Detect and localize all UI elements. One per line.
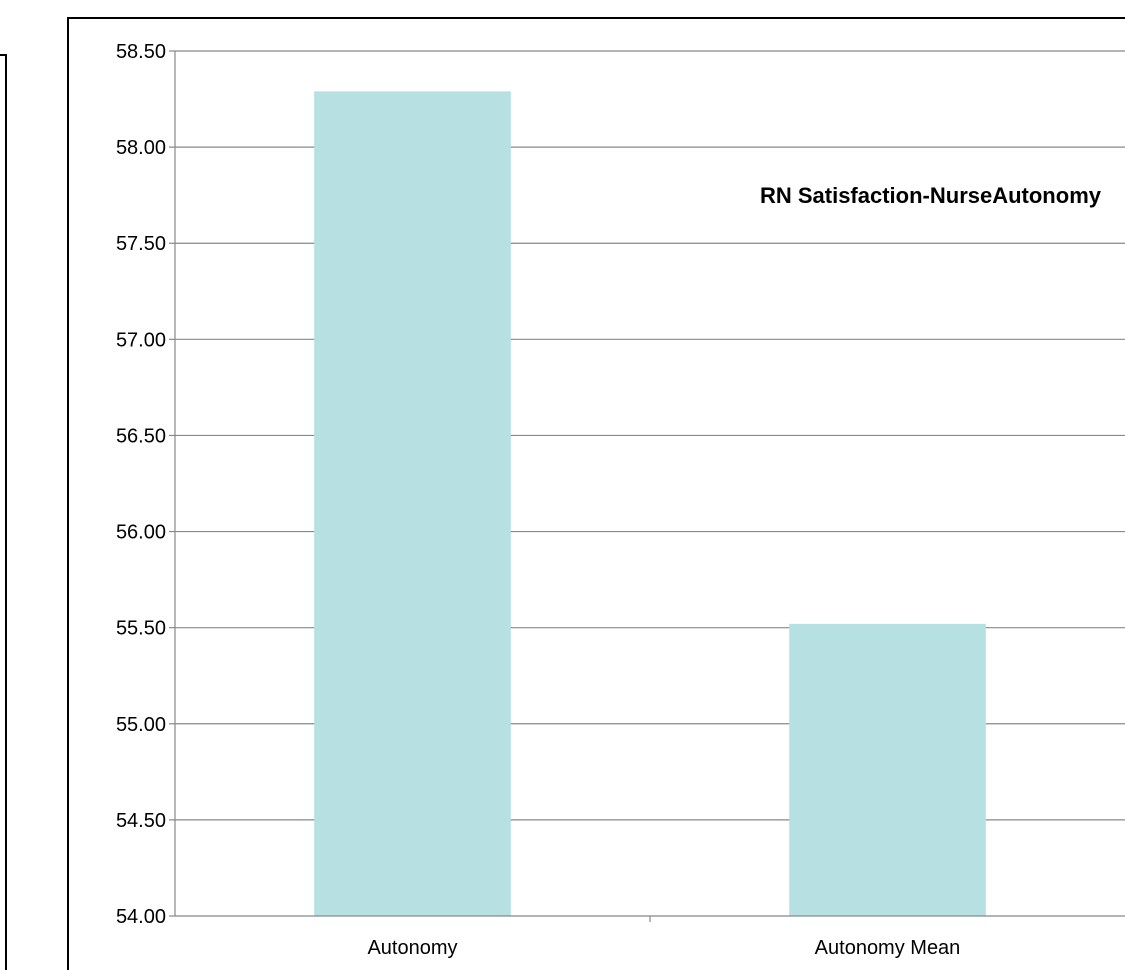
bar-autonomy [314, 91, 511, 916]
left-panel-frame [0, 54, 7, 970]
y-tick-label: 58.50 [116, 41, 166, 63]
y-tick-labels: 58.50 58.00 57.50 57.00 56.50 56.00 55.50 55.00… [116, 41, 166, 928]
y-tick-label: 55.50 [116, 618, 166, 640]
y-tick-label: 54.50 [116, 810, 166, 832]
y-tick-label: 56.50 [116, 425, 166, 447]
chart-title: RN Satisfaction-NurseAutonomy [760, 183, 1102, 208]
bar-autonomy-mean [789, 623, 986, 916]
bars [314, 91, 986, 916]
y-tick-label: 58.00 [116, 137, 166, 159]
chart-frame [67, 17, 1125, 970]
y-tick-label: 55.00 [116, 714, 166, 736]
y-tick-label: 54.00 [116, 906, 166, 928]
x-tick-label: Autonomy [367, 937, 457, 959]
x-tick-label: Autonomy Mean [815, 937, 961, 959]
y-tick-label: 57.00 [116, 329, 166, 351]
y-tick-label: 56.00 [116, 522, 166, 544]
y-tick-label: 57.50 [116, 233, 166, 255]
axes [169, 50, 1125, 922]
x-tick-labels: Autonomy Autonomy Mean [367, 937, 960, 959]
